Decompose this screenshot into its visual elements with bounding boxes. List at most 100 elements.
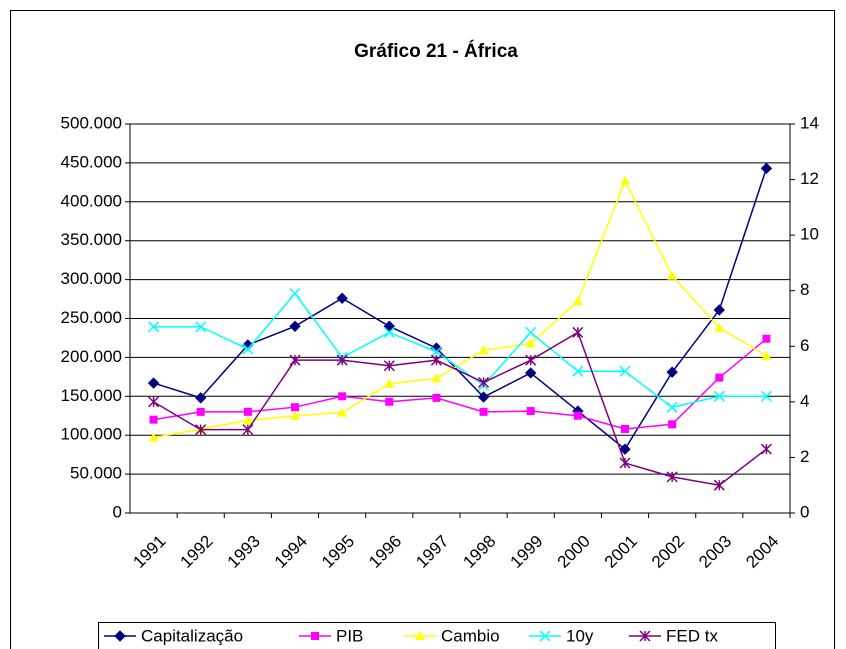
series-line [153,292,767,409]
point [619,457,631,469]
y2-tick-label: 10 [800,225,819,244]
point [430,354,442,366]
point [195,321,207,333]
point [666,471,678,483]
point [619,365,631,377]
series-line [153,168,768,451]
legend-label: PIB [336,626,363,645]
point [572,296,583,306]
point [242,415,253,425]
point [147,377,160,389]
point [713,390,725,402]
point [525,354,537,366]
point [242,343,254,355]
legend-marker [639,630,651,642]
point [336,292,348,304]
chart-frame [10,10,835,649]
legend-label: FED tx [666,626,718,645]
point [525,326,537,338]
y2-tick-label: 4 [800,391,809,410]
point [289,354,301,366]
point [526,407,535,416]
point [383,326,395,338]
point [431,373,442,383]
legend-marker [539,630,551,642]
point [760,443,772,455]
point [195,424,207,436]
point [149,415,158,424]
point [242,424,254,436]
point [148,396,160,408]
legend-marker [114,630,126,642]
point [572,326,584,338]
y-tick-label: 300.000 [61,269,122,288]
point [432,393,441,402]
point [383,320,395,332]
legend-label: 10y [566,626,594,645]
y2-tick-label: 14 [800,113,819,132]
point [620,175,630,185]
point [243,407,252,416]
point [715,373,724,382]
legend [98,622,776,649]
y-tick-label: 250.000 [61,308,122,327]
y-tick-label: 450.000 [61,152,122,171]
y-tick-label: 500.000 [61,113,122,132]
point [478,376,490,388]
point [477,391,490,403]
point [713,479,725,491]
point [713,304,725,316]
y2-tick-label: 0 [800,502,809,521]
point [714,322,725,332]
point [573,411,582,420]
point [572,365,584,377]
legend-marker [311,632,319,640]
point [479,407,488,416]
point [289,320,301,332]
y2-tick-label: 12 [800,169,819,188]
y-tick-label: 50.000 [70,464,122,483]
point [760,390,772,402]
y2-tick-label: 8 [800,280,809,299]
y-tick-label: 350.000 [61,230,122,249]
y-tick-label: 150.000 [61,386,122,405]
point [195,392,207,404]
legend-label: Cambio [441,626,500,645]
y-tick-label: 0 [113,502,122,521]
y2-tick-label: 6 [800,336,809,355]
point [666,401,678,413]
point [385,397,394,406]
point [478,345,489,355]
point [336,354,348,366]
point [619,443,631,455]
y2-tick-label: 2 [800,447,809,466]
point [525,367,537,379]
point [291,403,299,412]
series-line [153,331,767,487]
y-tick-label: 400.000 [61,191,122,210]
point [384,378,395,388]
series-line [153,178,767,439]
point [525,338,536,348]
chart-title: Gráfico 21 - África [354,40,518,62]
point [383,360,395,372]
point [762,334,771,343]
y-tick-label: 200.000 [61,347,122,366]
point [621,424,629,433]
point [337,407,348,417]
point [666,366,678,378]
legend-marker [415,631,425,640]
y-tick-label: 100.000 [61,425,122,444]
legend-label: Capitalização [141,626,243,645]
point [148,432,159,442]
point [667,270,678,280]
point [760,162,773,175]
point [148,321,160,333]
point [668,420,677,429]
series-line [153,338,767,430]
point [289,287,301,300]
point [430,346,442,358]
point [290,410,300,420]
